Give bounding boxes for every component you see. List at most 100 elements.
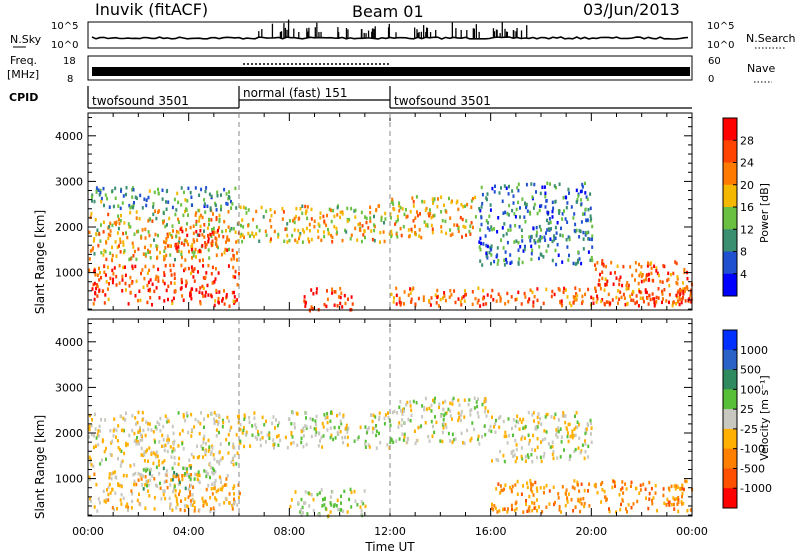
heatmap-cell xyxy=(422,298,425,302)
heatmap-cell xyxy=(406,214,409,219)
heatmap-cell xyxy=(517,420,520,425)
heatmap-cell xyxy=(213,303,216,308)
heatmap-cell xyxy=(173,461,176,466)
heatmap-cell xyxy=(551,258,554,263)
heatmap-cell xyxy=(559,427,562,431)
heatmap-cell xyxy=(117,204,120,208)
heatmap-cell xyxy=(566,201,569,205)
heatmap-cell xyxy=(223,250,226,255)
heatmap-cell xyxy=(97,243,100,248)
heatmap-cell xyxy=(191,242,194,247)
heatmap-cell xyxy=(212,486,215,491)
heatmap-cell xyxy=(112,277,115,282)
heatmap-cell xyxy=(554,225,557,230)
heatmap-cell xyxy=(406,400,409,405)
heatmap-cell xyxy=(133,431,136,436)
heatmap-cell xyxy=(458,416,461,420)
heatmap-cell xyxy=(95,190,98,194)
y-tick-label: 2000 xyxy=(55,427,83,440)
heatmap-cell xyxy=(354,499,357,503)
heatmap-cell xyxy=(551,452,554,457)
heatmap-cell xyxy=(108,205,111,209)
heatmap-cell xyxy=(286,240,289,244)
heatmap-cell xyxy=(525,202,528,207)
heatmap-cell xyxy=(686,509,689,513)
heatmap-cell xyxy=(675,293,678,298)
heatmap-cell xyxy=(430,419,433,424)
heatmap-cell xyxy=(646,264,649,268)
heatmap-cell xyxy=(202,258,204,262)
heatmap-cell xyxy=(177,482,180,487)
heatmap-cell xyxy=(683,267,686,272)
heatmap-cell xyxy=(229,428,231,433)
heatmap-cell xyxy=(567,422,570,427)
heatmap-cell xyxy=(558,209,561,213)
heatmap-cell xyxy=(149,278,152,282)
heatmap-cell xyxy=(441,218,444,223)
heatmap-cell xyxy=(165,200,167,204)
heatmap-cell xyxy=(226,238,228,242)
heatmap-cell xyxy=(306,216,309,221)
heatmap-cell xyxy=(322,230,325,234)
heatmap-cell xyxy=(631,292,634,296)
heatmap-cell xyxy=(129,206,132,210)
heatmap-cell xyxy=(680,300,683,305)
heatmap-cell xyxy=(442,421,445,425)
heatmap-cell xyxy=(224,247,227,252)
heatmap-cell xyxy=(484,397,487,401)
heatmap-cell xyxy=(511,208,514,213)
heatmap-cell xyxy=(332,208,335,213)
date-title: 03/Jun/2013 xyxy=(583,0,680,19)
heatmap-cell xyxy=(121,201,124,205)
heatmap-cell xyxy=(540,228,543,232)
heatmap-cell xyxy=(279,438,282,443)
heatmap-cell xyxy=(164,472,167,477)
heatmap-cell xyxy=(416,210,418,214)
heatmap-cell xyxy=(215,217,218,222)
heatmap-cell xyxy=(214,470,217,474)
heatmap-cell xyxy=(429,208,431,212)
heatmap-cell xyxy=(173,276,176,280)
heatmap-cell xyxy=(163,459,166,463)
heatmap-cell xyxy=(504,302,507,306)
heatmap-cell xyxy=(93,472,96,476)
heatmap-cell xyxy=(156,454,159,459)
heatmap-cell xyxy=(648,480,651,485)
heatmap-cell xyxy=(398,201,401,205)
heatmap-cell xyxy=(470,436,473,441)
heatmap-cell xyxy=(147,248,149,253)
heatmap-cell xyxy=(556,221,559,225)
heatmap-cell xyxy=(346,430,349,434)
heatmap-cell xyxy=(516,414,519,419)
heatmap-cell xyxy=(573,229,576,233)
colorbar-swatch xyxy=(723,428,737,450)
heatmap-cell xyxy=(515,419,518,424)
heatmap-cell xyxy=(143,450,146,454)
heatmap-cell xyxy=(205,487,208,492)
heatmap-cell xyxy=(341,212,344,216)
heatmap-cell xyxy=(499,449,502,454)
heatmap-cell xyxy=(581,185,584,189)
heatmap-cell xyxy=(392,202,395,206)
heatmap-cell xyxy=(139,502,142,507)
heatmap-cell xyxy=(195,222,198,227)
heatmap-cell xyxy=(180,277,183,282)
heatmap-cell xyxy=(214,267,217,271)
heatmap-cell xyxy=(202,286,205,290)
heatmap-cell xyxy=(601,276,604,281)
heatmap-cell xyxy=(142,428,145,433)
heatmap-cell xyxy=(335,503,338,508)
heatmap-cell xyxy=(676,275,679,279)
heatmap-cell xyxy=(496,246,499,250)
heatmap-cell xyxy=(216,190,219,195)
heatmap-cell xyxy=(209,232,212,237)
heatmap-cell xyxy=(498,191,501,195)
heatmap-cell xyxy=(618,282,621,287)
heatmap-cell xyxy=(449,409,452,413)
heatmap-cell xyxy=(561,234,564,238)
heatmap-cell xyxy=(364,445,367,449)
heatmap-cell xyxy=(436,204,439,209)
heatmap-cell xyxy=(299,510,302,514)
colorbar-tick-label: 20 xyxy=(740,179,754,192)
heatmap-cell xyxy=(535,230,538,235)
